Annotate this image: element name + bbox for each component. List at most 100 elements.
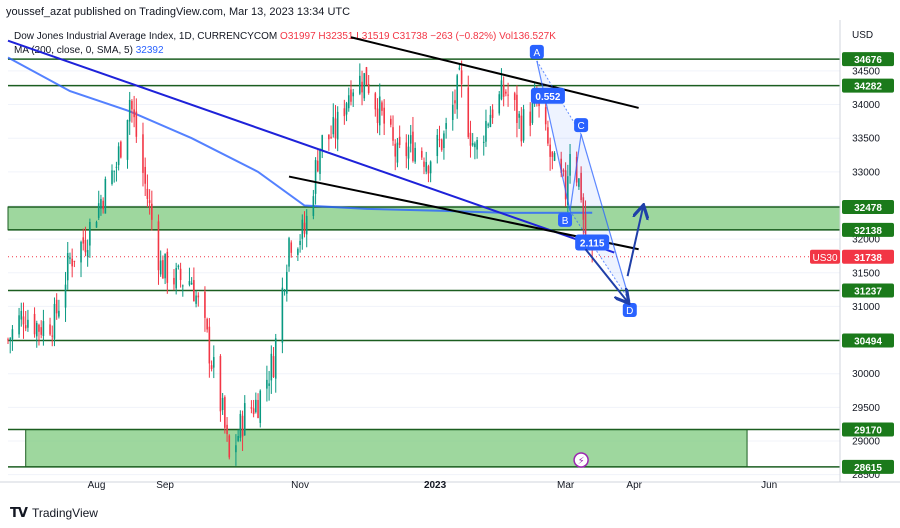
projection-arrow [584, 248, 628, 301]
candle-body [562, 169, 565, 172]
candle-body [24, 325, 27, 329]
candle-body [443, 133, 445, 149]
candle-body [474, 143, 476, 148]
harmonic-point-d: D [626, 306, 633, 317]
harmonic-ratio-badge [575, 234, 610, 251]
candle-body [270, 353, 273, 381]
candle-body [409, 135, 412, 144]
candle-body [551, 151, 554, 157]
candle-body [350, 89, 352, 102]
level-price-label: 30494 [854, 336, 882, 347]
candle-body [531, 100, 534, 123]
candle-body [396, 142, 399, 163]
x-tick-label: Apr [626, 480, 642, 491]
candle-body [569, 154, 571, 176]
candle-body [390, 118, 392, 125]
candle-body [193, 280, 195, 302]
low-value: L31519 [356, 31, 390, 42]
candle-body [378, 96, 381, 126]
candle-body [204, 291, 206, 318]
level-price-tag [842, 222, 894, 237]
candle-body [190, 282, 193, 285]
symbol-title[interactable]: Dow Jones Industrial Average Index, 1D, … [14, 31, 278, 42]
candle-body [336, 111, 339, 140]
candle-body [303, 222, 306, 234]
change-value: −263 (−0.82%) [430, 31, 497, 42]
candle-body [115, 166, 118, 168]
candle-body [392, 127, 394, 141]
harmonic-point-a: A [534, 48, 541, 59]
candle-body [38, 324, 40, 332]
candle-body [365, 67, 368, 85]
candle-body [438, 139, 441, 141]
x-tick-label: Aug [88, 480, 106, 491]
x-tick-label: Sep [156, 480, 174, 491]
candle-body [144, 166, 146, 184]
tradingview-brand[interactable]: 𝗧𝗩 TradingView [10, 505, 98, 521]
candle-body [564, 170, 567, 200]
y-tick-label: 29500 [852, 403, 880, 414]
lightning-event-icon [573, 452, 589, 468]
candle-body [159, 260, 162, 275]
ma-indicator-label[interactable]: MA (200, close, 0, SMA, 5) [14, 45, 133, 56]
candle-body [27, 319, 29, 328]
harmonic-ratio-label: 0.552 [535, 92, 560, 103]
candle-body [330, 136, 332, 138]
candle-body [471, 143, 474, 146]
candle-body [547, 127, 549, 144]
last-price-tag [842, 249, 894, 264]
level-price-label: 29170 [854, 426, 882, 437]
level-price-tag [842, 422, 894, 437]
candle-body [177, 265, 180, 268]
candle-body [11, 329, 14, 340]
candle-body [259, 390, 262, 423]
candle-body [498, 94, 501, 114]
candle-body [283, 290, 286, 292]
candle-body [281, 287, 284, 343]
harmonic-leg-fill [570, 134, 630, 302]
candle-body [451, 104, 454, 121]
candle-body [445, 123, 447, 129]
y-tick-label: 31500 [852, 268, 880, 279]
candle-body [20, 310, 23, 320]
candle-body [71, 258, 73, 267]
candle-body [305, 215, 308, 235]
candle-body [86, 250, 89, 257]
last-price-label: 31738 [854, 253, 882, 264]
attribution-text: youssef_azat published on TradingView.co… [6, 6, 351, 18]
harmonic-point-b-badge [558, 212, 573, 227]
candle-body [188, 281, 191, 285]
harmonic-point-c-badge [574, 118, 589, 133]
candle-body [235, 445, 237, 453]
candle-body [297, 248, 299, 255]
candle-body [9, 338, 12, 341]
candle-body [440, 139, 443, 150]
harmonic-ratio-badge [530, 87, 565, 104]
candle-body [321, 135, 324, 151]
y-tick-label: 34500 [852, 66, 880, 77]
candle-body [131, 100, 133, 110]
x-tick-label: Jun [761, 480, 777, 491]
candle-body [425, 162, 428, 172]
candle-body [268, 383, 270, 386]
currency-label: USD [852, 30, 874, 41]
harmonic-point-d-badge [622, 303, 637, 318]
candle-body [328, 134, 330, 140]
candle-body [22, 316, 25, 325]
candle-body [197, 295, 200, 298]
candle-body [544, 107, 547, 125]
candle-body [266, 379, 268, 389]
candle-body [55, 299, 58, 314]
level-price-tag [842, 78, 894, 93]
candle-body [314, 160, 317, 194]
candle-body [316, 160, 319, 172]
candle-body [100, 198, 102, 209]
candle-body [53, 303, 56, 339]
candle-body [239, 413, 242, 438]
candle-body [113, 170, 116, 172]
candle-body [332, 117, 335, 135]
level-price-label: 28615 [854, 463, 882, 474]
symbol-tag-label: US30 [812, 253, 837, 264]
ma-200-line [7, 56, 593, 214]
